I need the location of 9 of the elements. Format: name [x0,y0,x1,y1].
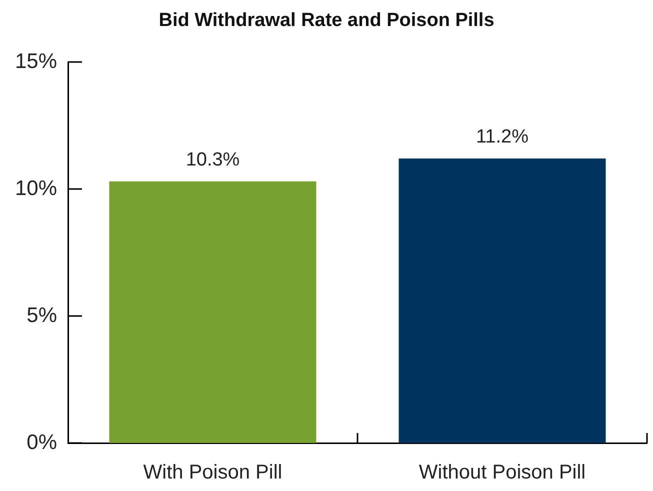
y-tick-label: 10% [14,176,57,200]
y-tick-label: 5% [26,304,57,327]
x-tick-label: Without Poison Pill [418,462,586,484]
chart-title: Bid Withdrawal Rate and Poison Pills [158,10,494,32]
x-tick-label: With Poison Pill [143,462,282,484]
data-label: 11.2% [476,126,529,148]
data-label: 10.3% [186,149,240,170]
y-tick-label: 0% [26,430,57,454]
y-tick-label: 15% [14,50,57,73]
